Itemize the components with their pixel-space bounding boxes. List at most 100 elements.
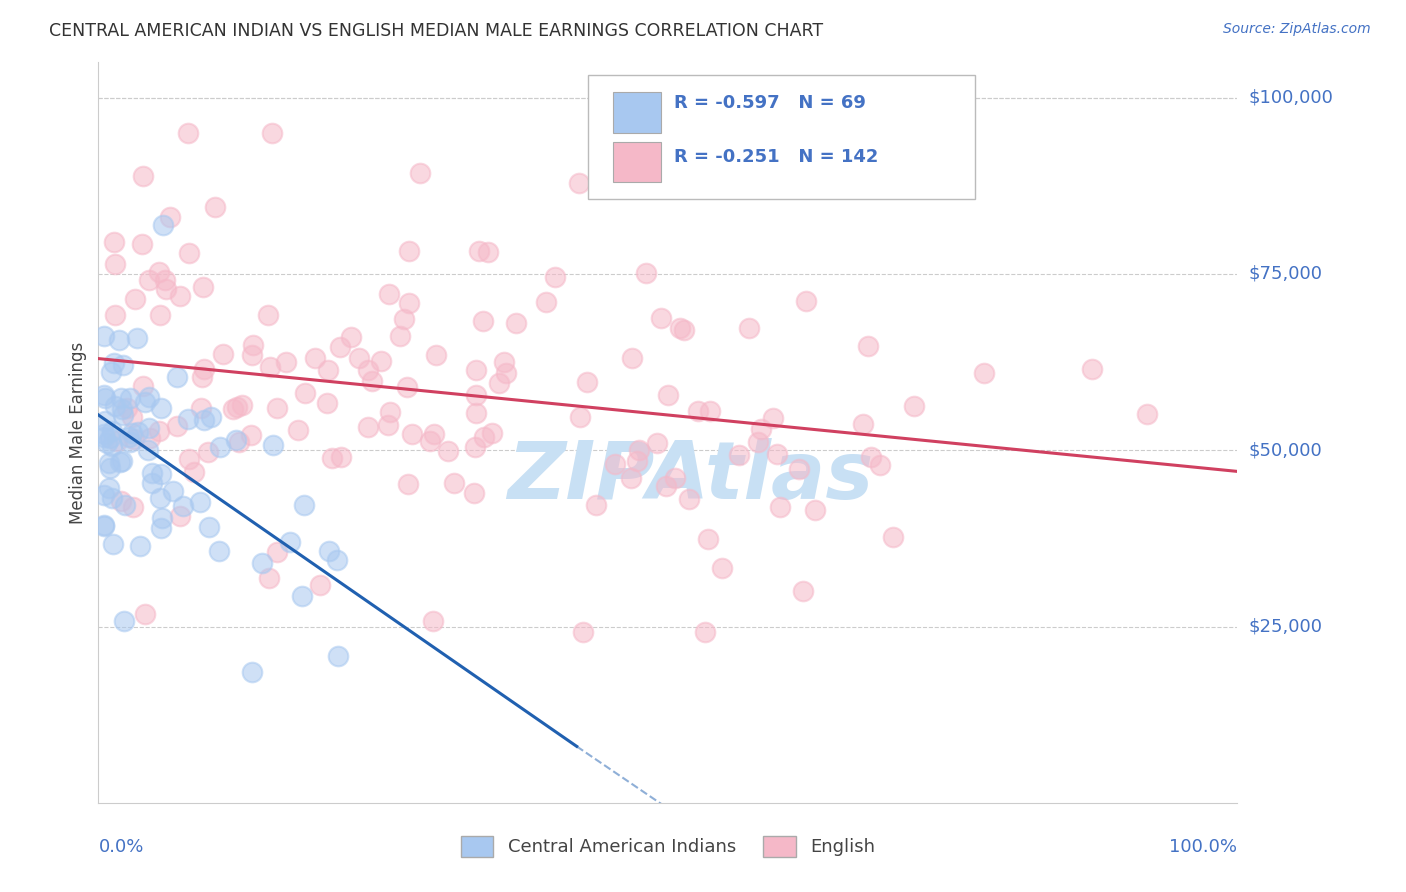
- Point: [749, 422, 772, 436]
- Point: [101, 424, 124, 438]
- Point: [183, 466, 205, 480]
- Point: [326, 649, 349, 664]
- Point: [94, 414, 117, 428]
- Point: [626, 454, 648, 468]
- Point: [141, 466, 163, 480]
- Point: [93, 517, 115, 532]
- Point: [468, 244, 491, 259]
- Point: [697, 532, 720, 546]
- Legend: Central American Indians, English: Central American Indians, English: [454, 829, 882, 864]
- Point: [138, 421, 160, 435]
- Point: [110, 391, 132, 405]
- Point: [488, 376, 510, 390]
- Point: [769, 500, 792, 515]
- Point: [259, 359, 281, 374]
- Text: R = -0.251   N = 142: R = -0.251 N = 142: [673, 148, 877, 166]
- Point: [149, 521, 172, 535]
- Point: [536, 294, 558, 309]
- Point: [388, 329, 411, 343]
- Point: [256, 309, 278, 323]
- Point: [191, 280, 214, 294]
- Point: [856, 338, 879, 352]
- Point: [176, 126, 198, 140]
- Point: [257, 571, 280, 585]
- Point: [347, 351, 370, 365]
- Point: [329, 450, 352, 465]
- Point: [787, 461, 810, 475]
- Point: [669, 320, 692, 334]
- Point: [278, 535, 301, 549]
- Point: [166, 369, 188, 384]
- Point: [125, 331, 148, 345]
- Point: [103, 537, 125, 551]
- Point: [423, 426, 446, 441]
- Point: [657, 388, 679, 402]
- Point: [150, 467, 173, 482]
- Point: [603, 457, 626, 471]
- Point: [859, 450, 882, 464]
- Point: [621, 351, 644, 365]
- Point: [274, 354, 297, 368]
- Point: [318, 362, 340, 376]
- Point: [464, 406, 486, 420]
- Point: [747, 435, 769, 450]
- Point: [398, 295, 420, 310]
- Point: [141, 476, 163, 491]
- Point: [304, 351, 326, 366]
- Bar: [613, 92, 661, 133]
- Point: [678, 491, 700, 506]
- Point: [118, 435, 141, 450]
- Point: [543, 269, 565, 284]
- Point: [179, 246, 201, 260]
- FancyBboxPatch shape: [588, 75, 976, 200]
- Point: [627, 443, 650, 458]
- Point: [169, 509, 191, 524]
- Point: [699, 404, 721, 418]
- Point: [152, 219, 174, 233]
- Point: [472, 430, 495, 444]
- Point: [169, 289, 191, 303]
- Point: [132, 169, 155, 183]
- Point: [93, 329, 115, 343]
- Point: [104, 399, 127, 413]
- Point: [266, 545, 288, 559]
- Point: [94, 391, 117, 405]
- Point: [148, 265, 170, 279]
- Point: [568, 176, 591, 190]
- Point: [634, 266, 657, 280]
- Point: [124, 293, 146, 307]
- Point: [650, 310, 672, 325]
- Point: [321, 450, 343, 465]
- Point: [1136, 407, 1159, 421]
- Point: [571, 624, 593, 639]
- Point: [104, 257, 127, 271]
- Point: [97, 456, 120, 470]
- Text: 0.0%: 0.0%: [98, 838, 143, 855]
- Point: [93, 488, 115, 502]
- Point: [419, 434, 441, 449]
- Point: [190, 401, 212, 415]
- Point: [177, 411, 200, 425]
- Point: [396, 379, 419, 393]
- Point: [129, 539, 152, 553]
- Point: [149, 401, 172, 416]
- Point: [127, 425, 149, 439]
- Point: [159, 210, 181, 224]
- Point: [191, 369, 214, 384]
- Point: [620, 471, 643, 485]
- Point: [392, 312, 415, 326]
- Point: [262, 438, 284, 452]
- Point: [122, 433, 145, 447]
- Point: [228, 435, 250, 450]
- Point: [98, 460, 121, 475]
- Point: [239, 428, 262, 442]
- Point: [437, 443, 460, 458]
- Point: [377, 417, 399, 432]
- Point: [97, 481, 120, 495]
- Point: [172, 500, 194, 514]
- Point: [150, 511, 173, 525]
- Point: [569, 410, 592, 425]
- Point: [108, 454, 131, 468]
- Point: [738, 321, 761, 335]
- Point: [377, 287, 399, 301]
